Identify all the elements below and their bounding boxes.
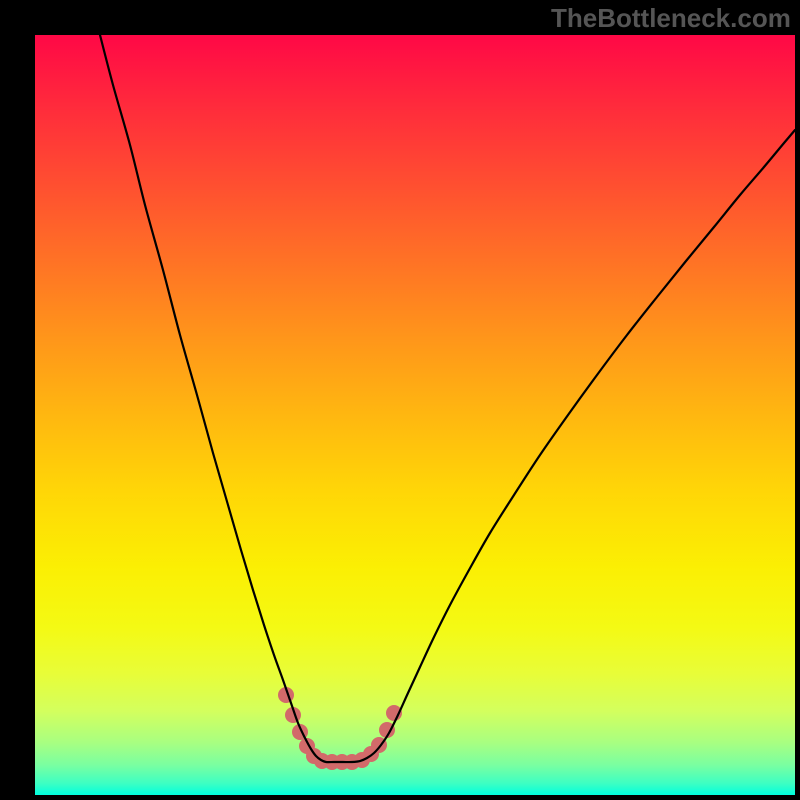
heat-gradient-background [35, 35, 795, 795]
chart-svg [35, 35, 795, 795]
watermark-text: TheBottleneck.com [551, 3, 791, 34]
plot-area [35, 35, 795, 795]
